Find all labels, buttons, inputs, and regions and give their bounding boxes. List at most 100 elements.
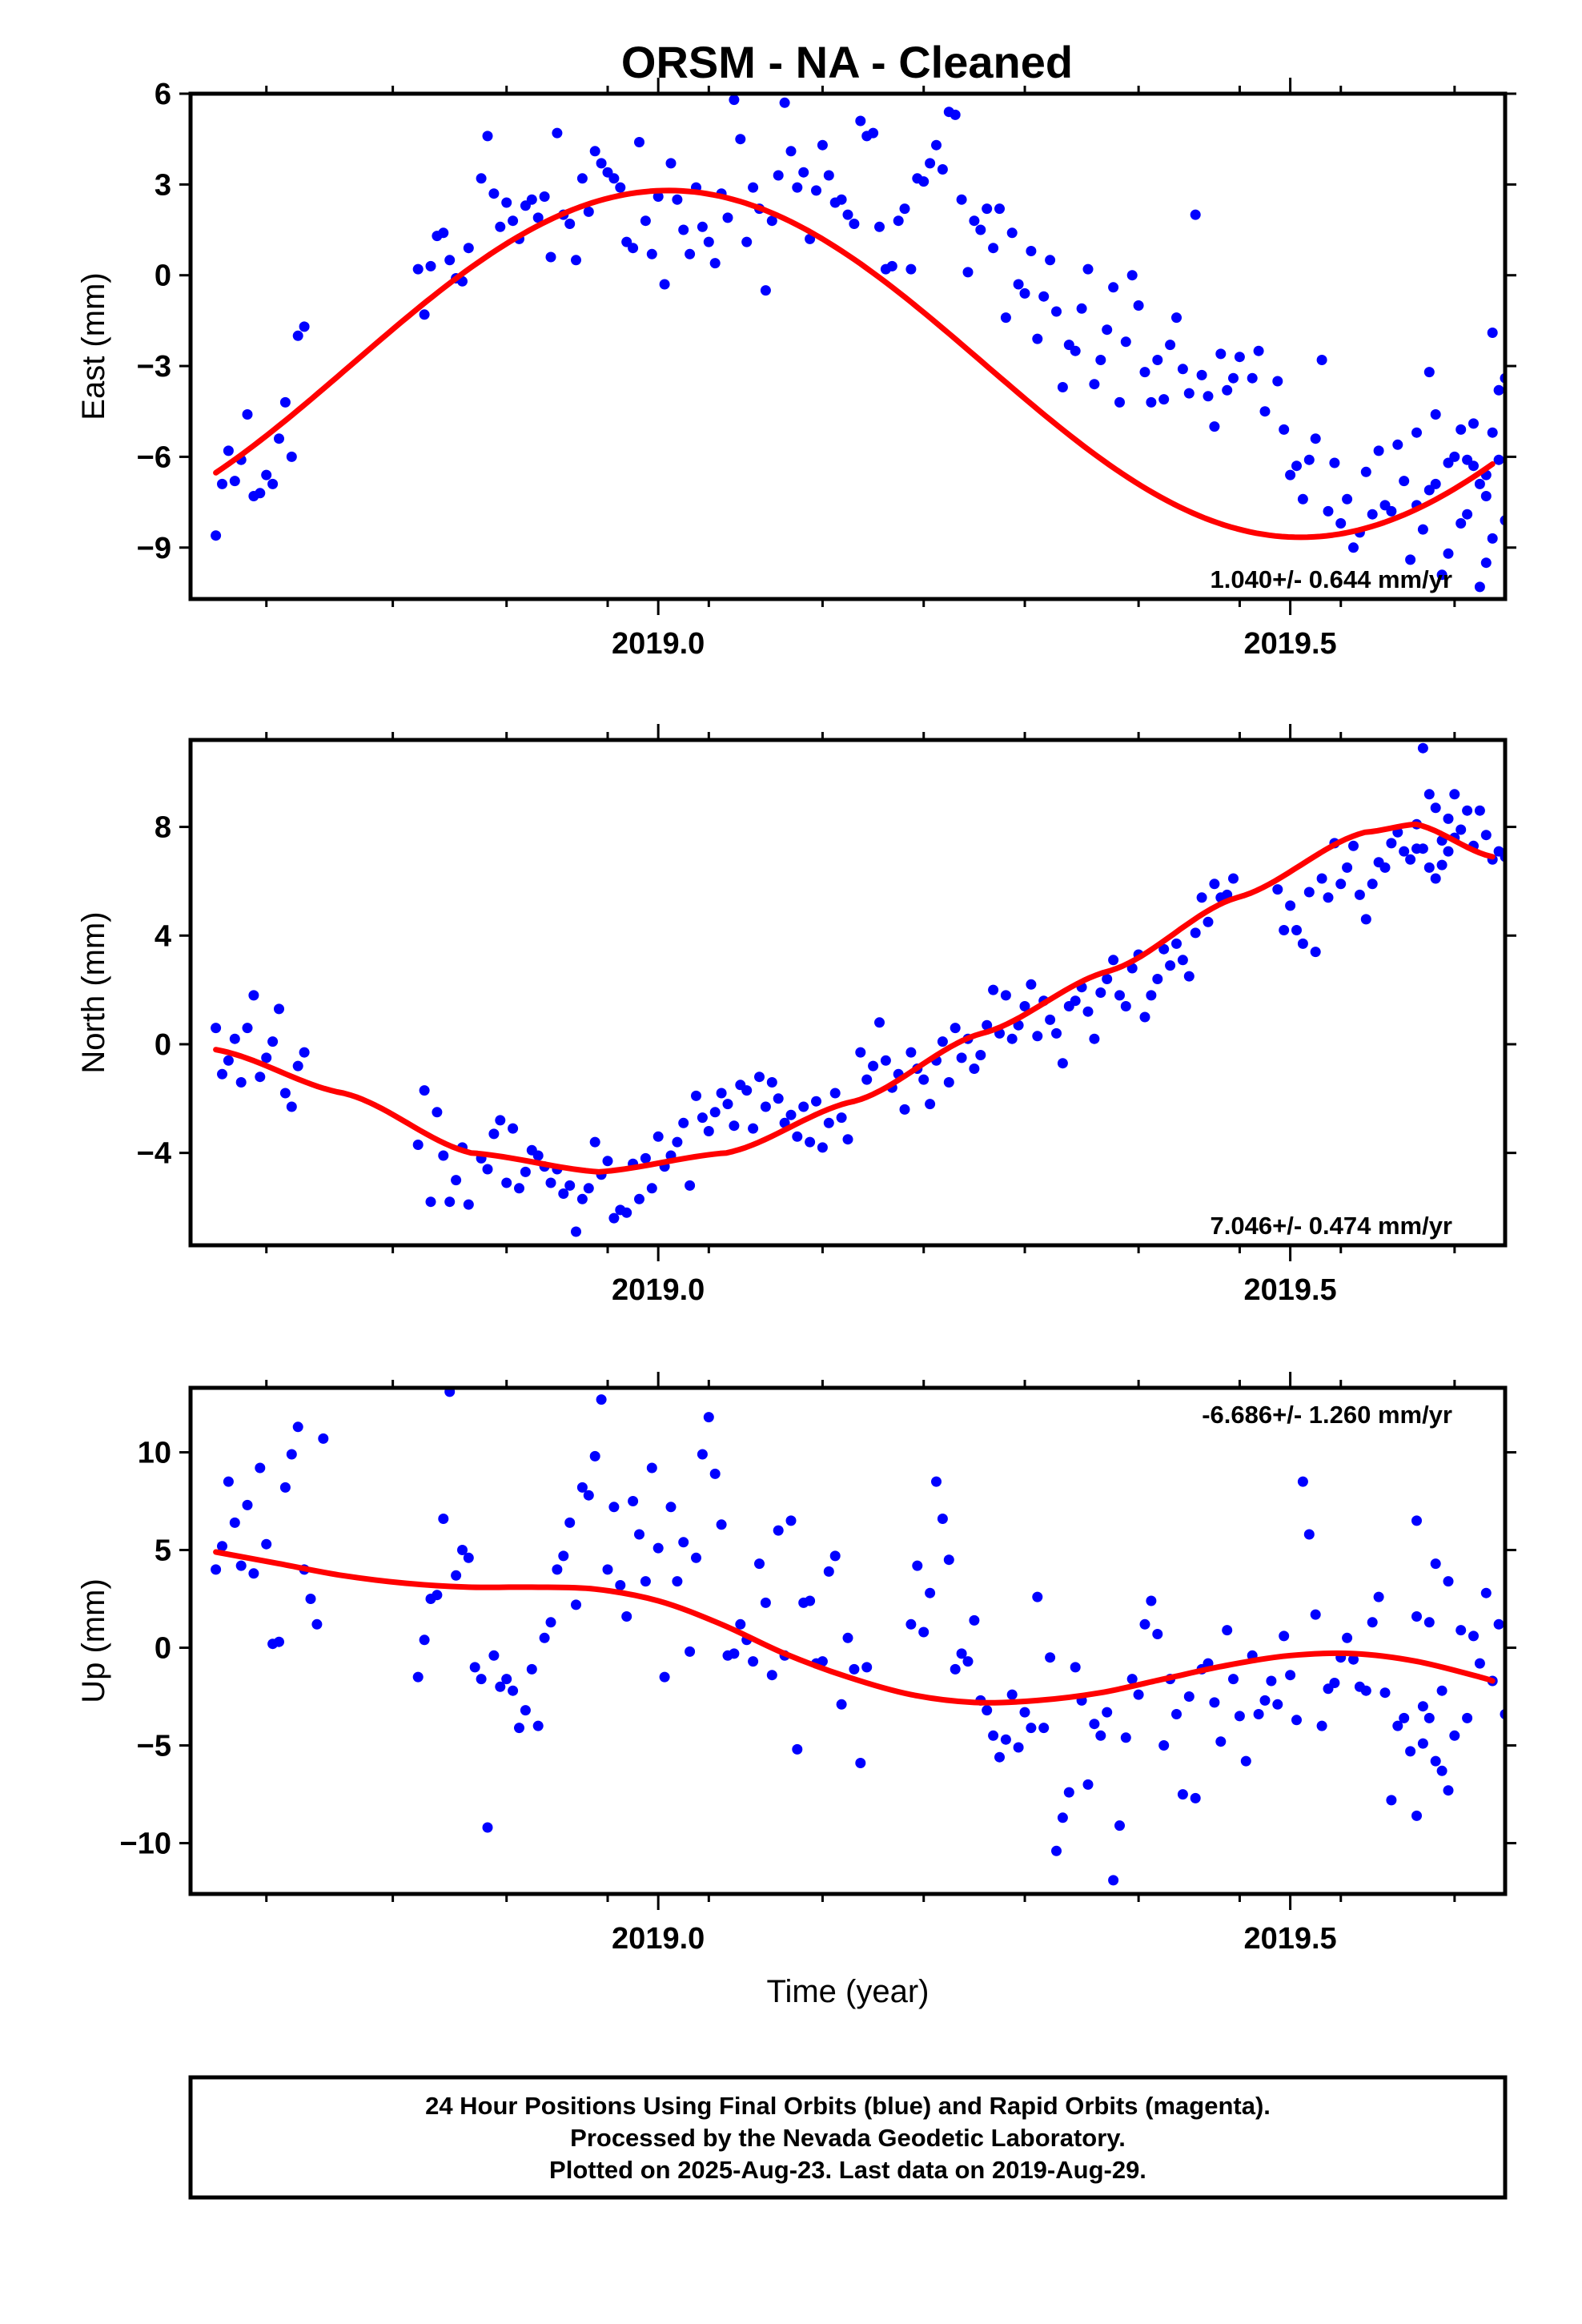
north-point xyxy=(748,1123,759,1134)
east-point xyxy=(1456,424,1467,435)
up-point xyxy=(602,1564,613,1575)
east-point xyxy=(634,137,644,147)
east-point xyxy=(1196,369,1207,380)
north-point xyxy=(217,1068,227,1080)
north-point xyxy=(634,1193,644,1204)
north-point xyxy=(520,1166,531,1177)
up-point xyxy=(463,1552,474,1563)
east-point xyxy=(640,215,651,227)
east-point xyxy=(1095,355,1106,365)
east-point xyxy=(785,146,797,157)
east-ytick-label: 3 xyxy=(155,168,171,202)
north-point xyxy=(419,1085,430,1096)
up-point xyxy=(1392,1720,1403,1731)
up-point xyxy=(223,1476,234,1487)
up-point xyxy=(1209,1697,1220,1708)
east-point xyxy=(1297,493,1308,505)
east-point xyxy=(1323,505,1334,517)
east-point xyxy=(1335,518,1347,529)
up-point xyxy=(564,1517,576,1528)
north-point xyxy=(729,1120,740,1132)
up-frame xyxy=(188,1385,1508,1896)
up-point xyxy=(709,1468,721,1479)
north-point xyxy=(754,1072,765,1083)
up-point xyxy=(912,1560,923,1571)
east-point xyxy=(905,263,917,275)
north-point xyxy=(697,1112,708,1124)
north-point xyxy=(943,1077,954,1088)
up-point xyxy=(659,1671,670,1683)
east-point xyxy=(1329,457,1340,468)
north-point xyxy=(899,1104,910,1115)
up-point xyxy=(1139,1618,1150,1630)
north-point xyxy=(861,1074,873,1085)
up-point xyxy=(640,1576,651,1587)
north-point xyxy=(488,1128,500,1140)
east-point xyxy=(729,94,740,106)
east-point xyxy=(1152,355,1163,365)
north-point xyxy=(1082,1006,1094,1017)
north-point xyxy=(880,1055,891,1066)
east-point xyxy=(1405,554,1416,565)
east-point xyxy=(463,243,474,254)
north-point xyxy=(1474,805,1485,816)
up-point xyxy=(583,1490,594,1501)
up-point xyxy=(1342,1632,1353,1643)
north-point xyxy=(817,1142,828,1153)
north-point xyxy=(267,1036,279,1047)
up-point xyxy=(1222,1625,1233,1636)
up-point xyxy=(255,1462,266,1474)
east-point xyxy=(931,139,942,151)
up-point xyxy=(419,1634,430,1646)
up-point xyxy=(1297,1476,1308,1487)
east-point xyxy=(855,115,866,127)
east-point xyxy=(1487,328,1498,338)
east-point xyxy=(229,476,240,487)
north-point xyxy=(248,990,259,1001)
north-point xyxy=(918,1074,930,1085)
up-point xyxy=(1146,1595,1157,1606)
up-ytick-label: 0 xyxy=(155,1632,171,1666)
up-point xyxy=(621,1611,632,1622)
east-point xyxy=(501,197,512,208)
east-point xyxy=(962,267,974,278)
up-point xyxy=(855,1758,866,1768)
east-point xyxy=(495,221,506,232)
up-point xyxy=(1493,1618,1504,1630)
north-panel: 8 4 0 −4 2019.0 2019.5 North (mm) 7.046+/- 0.47… xyxy=(76,724,1516,1307)
north-point xyxy=(823,1117,834,1128)
north-point xyxy=(982,1019,993,1031)
east-point xyxy=(1303,454,1315,465)
up-point xyxy=(994,1751,1005,1763)
east-point xyxy=(1082,263,1094,275)
up-point xyxy=(1190,1792,1201,1803)
east-point xyxy=(274,433,284,444)
north-point xyxy=(1360,914,1371,925)
up-point xyxy=(988,1730,999,1741)
north-point xyxy=(1070,995,1081,1007)
east-point xyxy=(476,173,487,184)
east-point xyxy=(779,97,790,108)
east-point xyxy=(444,255,456,266)
east-point xyxy=(735,134,746,145)
east-point xyxy=(608,173,620,184)
up-point xyxy=(1480,1587,1492,1598)
north-point xyxy=(211,1023,222,1034)
north-point xyxy=(855,1047,866,1058)
up-point xyxy=(1423,1712,1435,1723)
up-point xyxy=(1456,1625,1467,1636)
east-point xyxy=(1222,384,1233,396)
north-point xyxy=(1089,1033,1100,1044)
up-point xyxy=(937,1514,948,1524)
east-point xyxy=(925,158,936,169)
footer-line-2: Processed by the Nevada Geodetic Laborat… xyxy=(570,2124,1126,2152)
east-point xyxy=(1247,372,1258,384)
up-point xyxy=(514,1723,524,1734)
east-panel: 6 3 0 −3 −6 −9 2019.0 2019.5 East (mm) 1.040+/- 0… xyxy=(76,78,1516,661)
north-point xyxy=(255,1072,266,1083)
north-point xyxy=(925,1099,936,1110)
up-point xyxy=(678,1537,689,1548)
east-point xyxy=(1032,333,1043,344)
east-point xyxy=(975,224,986,235)
up-point xyxy=(805,1595,816,1606)
